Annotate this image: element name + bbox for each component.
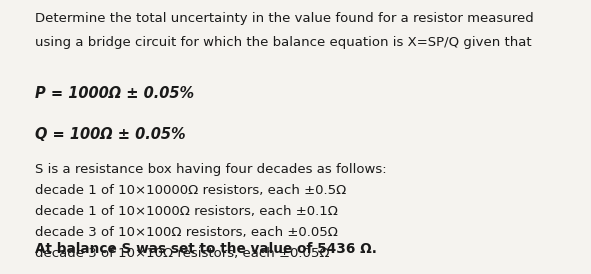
Text: decade 3 of 10×10Ω resistors, each ±0.05Ω: decade 3 of 10×10Ω resistors, each ±0.05… <box>35 247 330 260</box>
Text: decade 1 of 10×10000Ω resistors, each ±0.5Ω: decade 1 of 10×10000Ω resistors, each ±0… <box>35 184 347 197</box>
Text: Q = 100Ω ± 0.05%: Q = 100Ω ± 0.05% <box>35 127 186 142</box>
Text: At balance S was set to the value of 5436 Ω.: At balance S was set to the value of 543… <box>35 242 377 256</box>
Text: Determine the total uncertainty in the value found for a resistor measured: Determine the total uncertainty in the v… <box>35 12 534 25</box>
Text: decade 3 of 10×100Ω resistors, each ±0.05Ω: decade 3 of 10×100Ω resistors, each ±0.0… <box>35 226 338 239</box>
Text: P = 1000Ω ± 0.05%: P = 1000Ω ± 0.05% <box>35 86 194 101</box>
Text: S is a resistance box having four decades as follows:: S is a resistance box having four decade… <box>35 163 387 176</box>
Text: using a bridge circuit for which the balance equation is X=SP/Q given that: using a bridge circuit for which the bal… <box>35 36 532 48</box>
Text: decade 1 of 10×1000Ω resistors, each ±0.1Ω: decade 1 of 10×1000Ω resistors, each ±0.… <box>35 205 338 218</box>
